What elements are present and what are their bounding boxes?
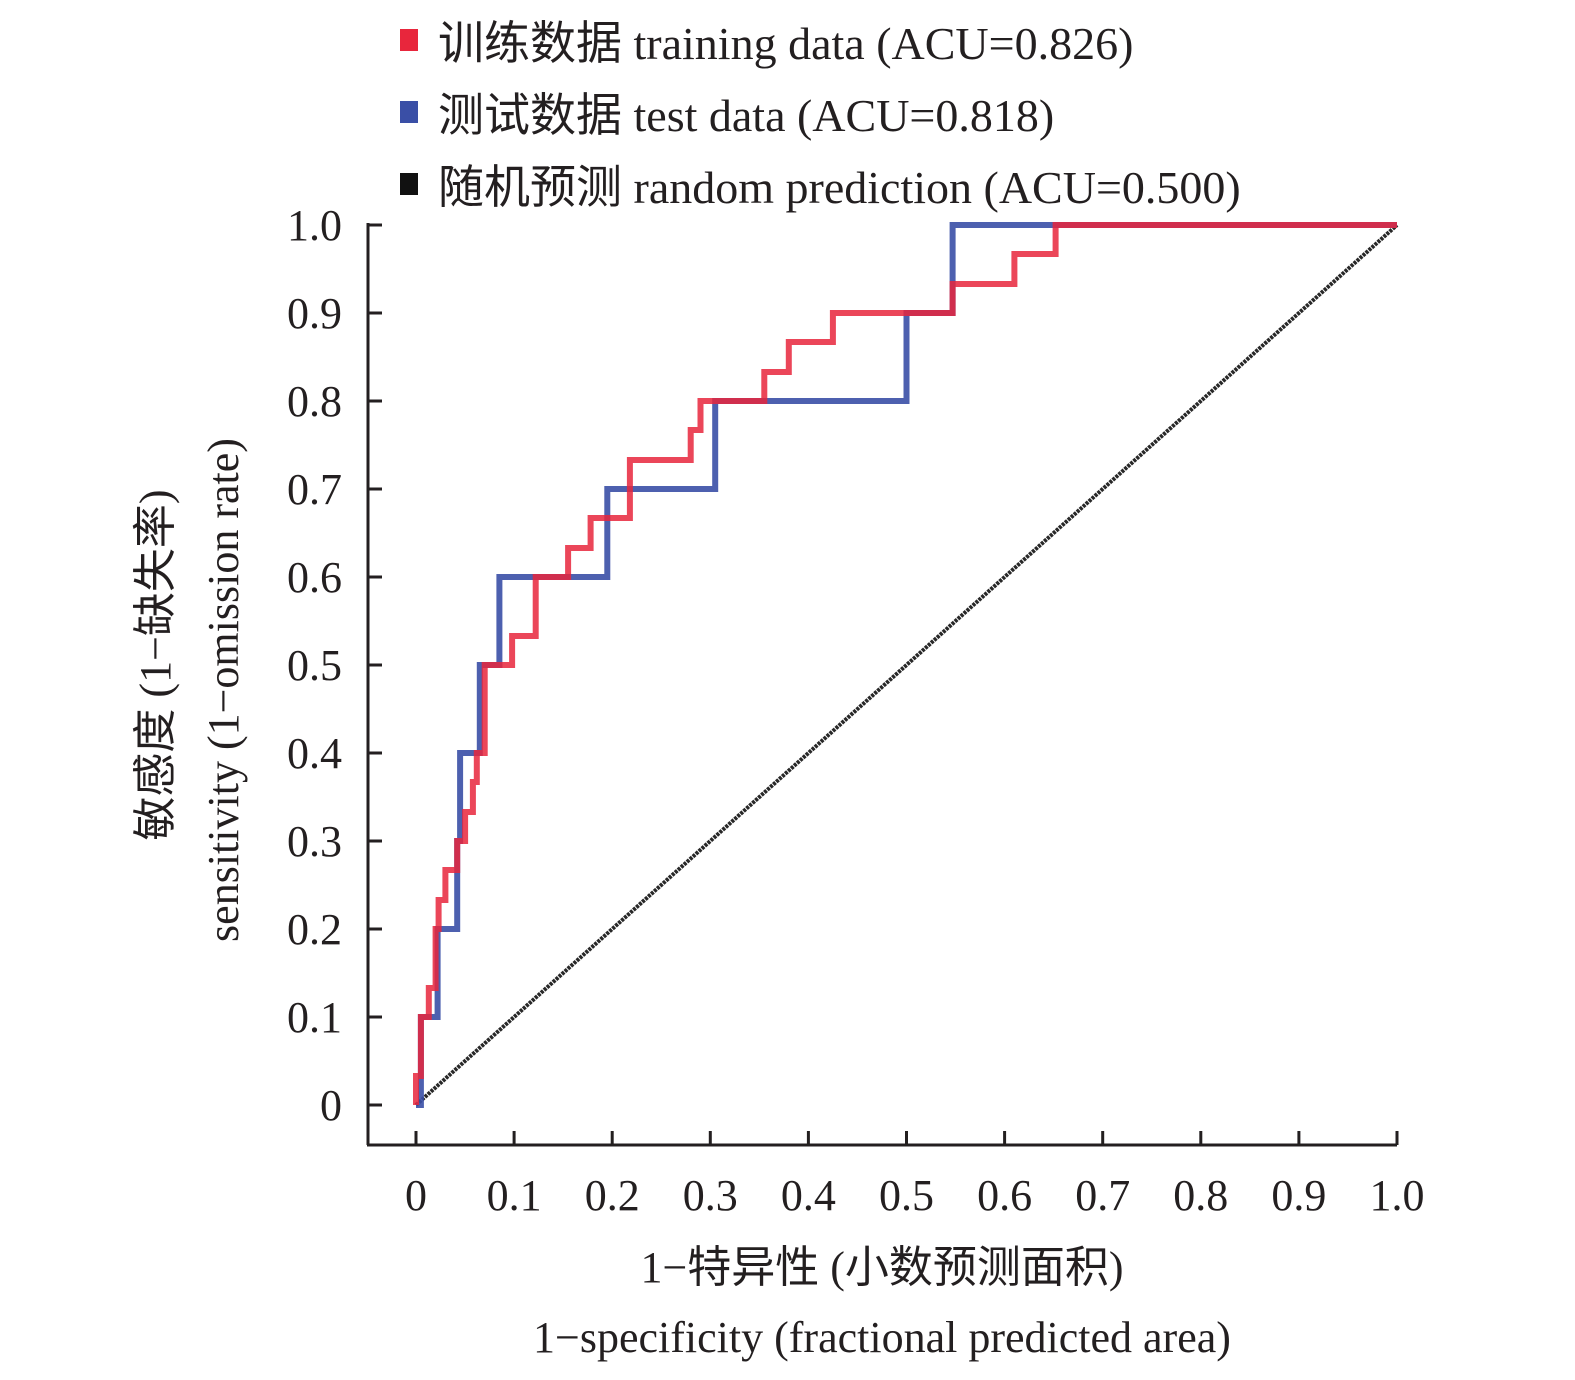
x-tick-label: 0.3 bbox=[683, 1171, 738, 1220]
x-tick-label: 0.8 bbox=[1173, 1171, 1228, 1220]
y-tick-label: 0.5 bbox=[287, 641, 342, 690]
x-tick-label: 0.6 bbox=[977, 1171, 1032, 1220]
legend-item-random: 随机预测 random prediction (ACU=0.500) bbox=[400, 148, 1241, 220]
x-tick-label: 0 bbox=[405, 1171, 427, 1220]
series-group bbox=[413, 222, 1399, 1108]
y-tick-label: 0.3 bbox=[287, 817, 342, 866]
x-tick-label: 0.1 bbox=[487, 1171, 542, 1220]
x-tick-label: 0.7 bbox=[1075, 1171, 1130, 1220]
legend-label-training: 训练数据 training data (ACU=0.826) bbox=[438, 18, 1134, 69]
legend-swatch-random bbox=[400, 173, 418, 195]
y-tick-label: 0 bbox=[320, 1081, 342, 1130]
legend-label-test: 测试数据 test data (ACU=0.818) bbox=[438, 90, 1055, 141]
x-tick-label: 0.2 bbox=[585, 1171, 640, 1220]
y-tick-label: 1.0 bbox=[287, 201, 342, 250]
legend: 训练数据 training data (ACU=0.826) 测试数据 test… bbox=[400, 4, 1241, 220]
y-tick-label: 0.8 bbox=[287, 377, 342, 426]
legend-swatch-test bbox=[400, 101, 418, 123]
x-tick-label: 0.4 bbox=[781, 1171, 836, 1220]
y-tick-label: 0.1 bbox=[287, 993, 342, 1042]
y-axis-title-cn: 敏感度 (1−缺失率) bbox=[131, 489, 180, 840]
axis-labels: 1−特异性 (小数预测面积) 1−specificity (fractional… bbox=[131, 438, 1231, 1362]
training-data-curve bbox=[413, 222, 1397, 1105]
y-tick-label: 0.4 bbox=[287, 729, 342, 778]
axes: 0 0.1 0.2 0.3 0.4 0.5 0.6 0.7 0.8 0.9 1.0 0 0.1 0.2 0.… bbox=[287, 201, 1425, 1220]
y-tick-label: 0.6 bbox=[287, 553, 342, 602]
y-tick-label: 0.2 bbox=[287, 905, 342, 954]
x-tick-label: 0.5 bbox=[879, 1171, 934, 1220]
legend-item-test: 测试数据 test data (ACU=0.818) bbox=[400, 76, 1241, 148]
y-tick-label: 0.9 bbox=[287, 289, 342, 338]
legend-label-random: 随机预测 random prediction (ACU=0.500) bbox=[438, 162, 1241, 213]
x-tick-label: 1.0 bbox=[1370, 1171, 1425, 1220]
x-axis-title-en: 1−specificity (fractional predicted area… bbox=[533, 1313, 1231, 1362]
y-tick-label: 0.7 bbox=[287, 465, 342, 514]
y-axis-title-en: sensitivity (1−omission rate) bbox=[199, 438, 248, 942]
x-axis-title-cn: 1−特异性 (小数预测面积) bbox=[640, 1243, 1123, 1292]
legend-item-training: 训练数据 training data (ACU=0.826) bbox=[400, 4, 1241, 76]
random-prediction-line bbox=[414, 223, 1399, 1107]
x-tick-label: 0.9 bbox=[1271, 1171, 1326, 1220]
legend-swatch-training bbox=[400, 29, 418, 51]
